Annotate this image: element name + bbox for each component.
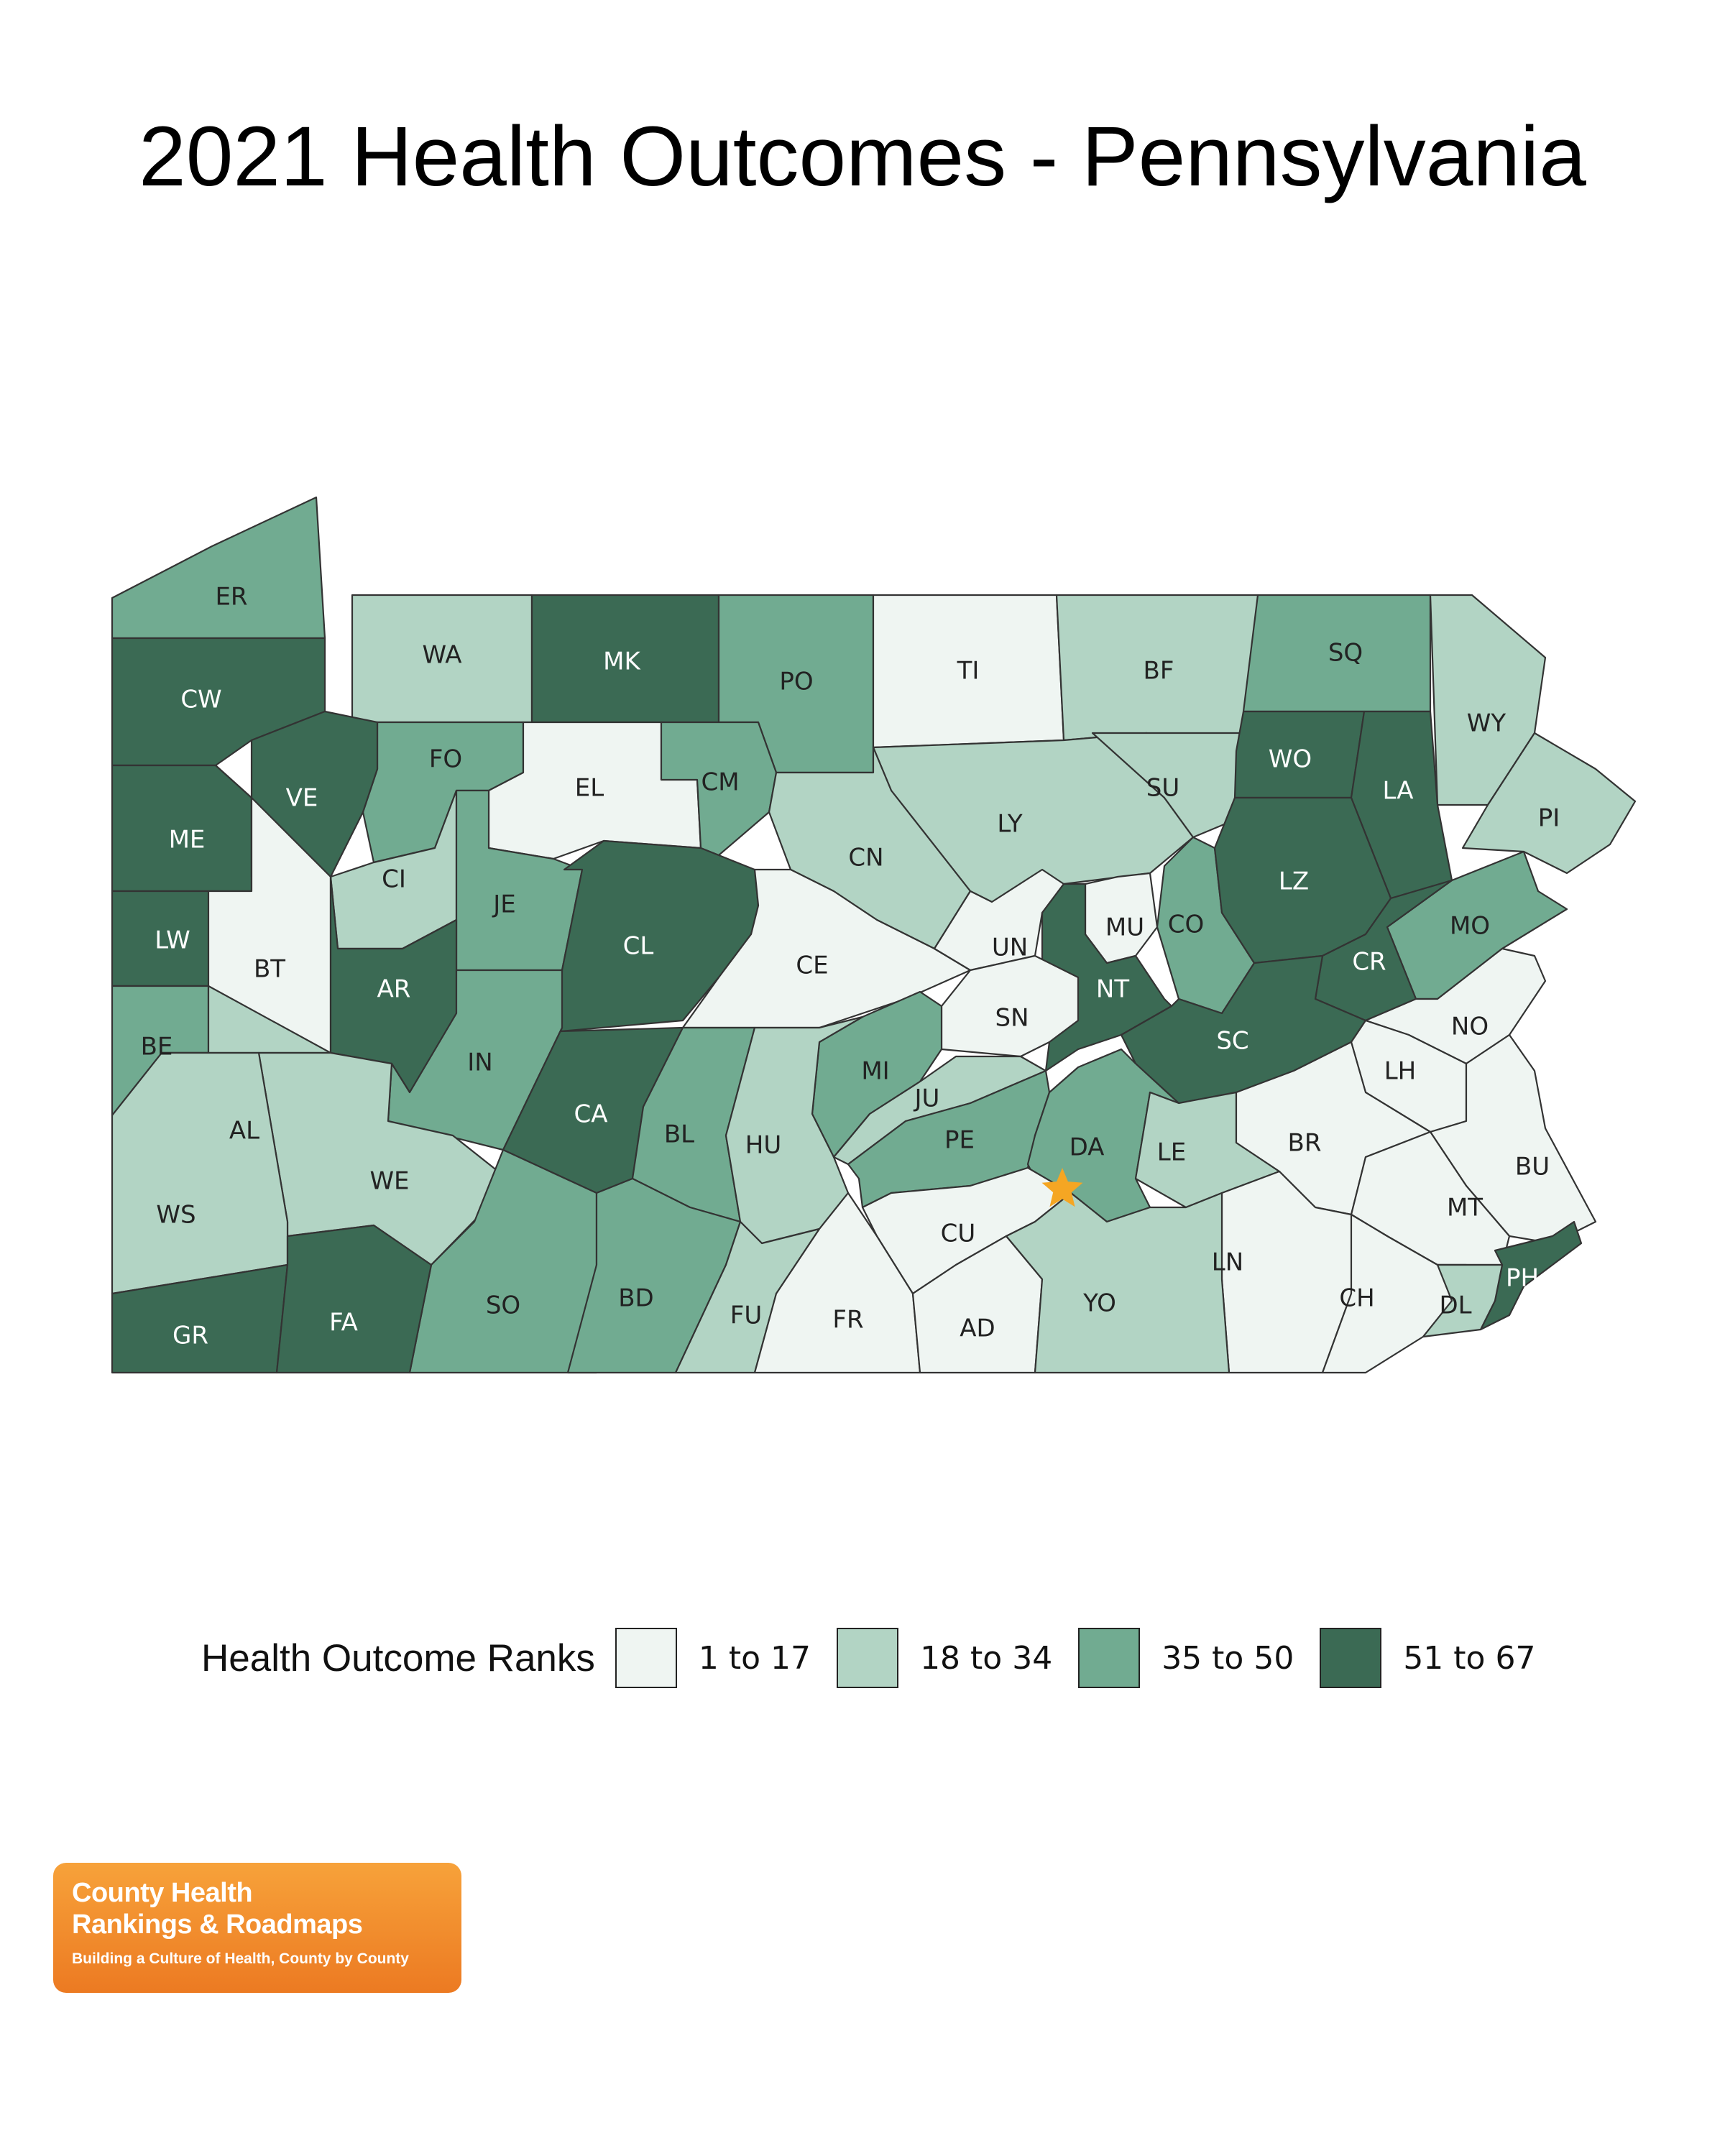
county-labels: ER WA MK PO TI BF SQ WY CW FO EL CM LY SU WO LA PI ME VE CI… [141,583,1560,1350]
county-label-ly: LY [997,810,1022,839]
county-label-dl: DL [1439,1291,1471,1320]
county-label-ar: AR [377,975,411,1004]
county-label-hu: HU [745,1131,781,1160]
county-label-pi: PI [1538,804,1560,833]
county-label-lz: LZ [1279,867,1309,896]
county-health-rankings-logo: County Health Rankings & Roadmaps Buildi… [53,1863,461,1993]
county-label-mk: MK [603,648,641,676]
logo-line-1: County Health [72,1878,253,1908]
legend-label: 51 to 67 [1403,1639,1536,1677]
legend-label: 18 to 34 [920,1639,1053,1677]
county-label-gr: GR [172,1322,208,1350]
county-label-bl: BL [664,1120,694,1149]
county-label-wy: WY [1467,709,1506,738]
county-label-sc: SC [1216,1027,1248,1056]
county-label-mu: MU [1105,913,1144,942]
county-label-in: IN [467,1049,492,1077]
legend-swatch [1320,1628,1382,1688]
county-label-so: SO [486,1291,520,1320]
legend-title: Health Outcome Ranks [201,1636,595,1680]
county-label-ad: AD [960,1314,995,1343]
county-label-mo: MO [1450,912,1490,941]
county-er [111,496,326,640]
county-label-el: EL [575,774,604,803]
county-label-er: ER [215,583,247,612]
county-label-bf: BF [1144,657,1174,686]
county-label-ph: PH [1506,1264,1539,1293]
legend-swatch [837,1628,899,1688]
legend-swatch [615,1628,677,1688]
county-label-me: ME [169,826,206,854]
legend-label: 1 to 17 [698,1639,811,1677]
legend-swatch [1078,1628,1141,1688]
county-label-ws: WS [156,1201,196,1230]
county-label-cl: CL [623,932,654,961]
county-label-ju: JU [914,1084,940,1113]
legend-label: 35 to 50 [1162,1639,1294,1677]
county-label-sn: SN [995,1004,1029,1033]
county-label-lw: LW [155,926,190,955]
county-label-ve: VE [286,784,318,813]
county-label-ch: CH [1339,1284,1374,1313]
county-label-be: BE [141,1033,173,1061]
county-label-co: CO [1168,911,1205,939]
county-label-ln: LN [1212,1248,1243,1277]
map-title: 2021 Health Outcomes - Pennsylvania [139,109,1586,204]
legend: Health Outcome Ranks 1 to 17 18 to 34 35… [201,1626,1558,1690]
county-polygons [111,496,1637,1374]
legend-item-35-to-50: 35 to 50 [1078,1628,1317,1688]
county-label-no: NO [1451,1013,1489,1041]
county-label-cu: CU [941,1220,976,1248]
county-label-fu: FU [730,1302,762,1330]
county-yo [1005,1192,1230,1374]
county-hu [724,1015,864,1245]
county-label-wo: WO [1269,745,1312,774]
county-label-bt: BT [254,955,285,984]
county-fa [275,1224,433,1374]
county-label-ca: CA [574,1100,608,1129]
capital-star-icon [1041,1168,1083,1207]
county-label-da: DA [1070,1133,1105,1162]
county-label-la: LA [1383,777,1414,806]
county-label-cr: CR [1352,948,1386,977]
county-pi [1461,732,1637,875]
logo-line-2: Rankings & Roadmaps [72,1909,363,1940]
county-label-lh: LH [1384,1057,1417,1086]
logo-tagline: Building a Culture of Health, County by … [72,1950,409,1967]
county-label-ti: TI [957,657,980,686]
county-label-cm: CM [701,768,739,797]
county-label-bd: BD [618,1284,654,1313]
county-label-fr: FR [832,1306,863,1335]
county-label-po: PO [779,668,813,696]
county-ws [111,1051,289,1295]
county-label-mt: MT [1447,1194,1483,1222]
county-label-sq: SQ [1328,639,1363,668]
county-label-bu: BU [1515,1153,1550,1181]
county-label-cw: CW [180,686,221,714]
county-label-je: JE [492,890,516,919]
county-label-fa: FA [329,1309,358,1337]
county-label-yo: YO [1082,1289,1116,1318]
county-label-ci: CI [382,865,406,894]
county-label-cn: CN [848,844,883,872]
county-label-br: BR [1288,1129,1322,1158]
county-label-pe: PE [944,1126,975,1155]
county-label-we: WE [369,1167,409,1196]
county-label-al: AL [229,1117,259,1146]
county-label-un: UN [992,934,1028,962]
county-label-le: LE [1157,1138,1186,1167]
county-label-su: SU [1146,774,1179,803]
county-label-nt: NT [1096,975,1129,1004]
county-label-ce: CE [796,952,828,980]
county-label-fo: FO [429,745,462,774]
county-label-mi: MI [861,1057,889,1086]
county-su [1091,732,1245,839]
legend-item-1-to-17: 1 to 17 [615,1628,834,1688]
legend-item-51-to-67: 51 to 67 [1320,1628,1558,1688]
legend-item-18-to-34: 18 to 34 [837,1628,1075,1688]
county-dl [1422,1263,1504,1338]
county-label-wa: WA [422,641,461,670]
